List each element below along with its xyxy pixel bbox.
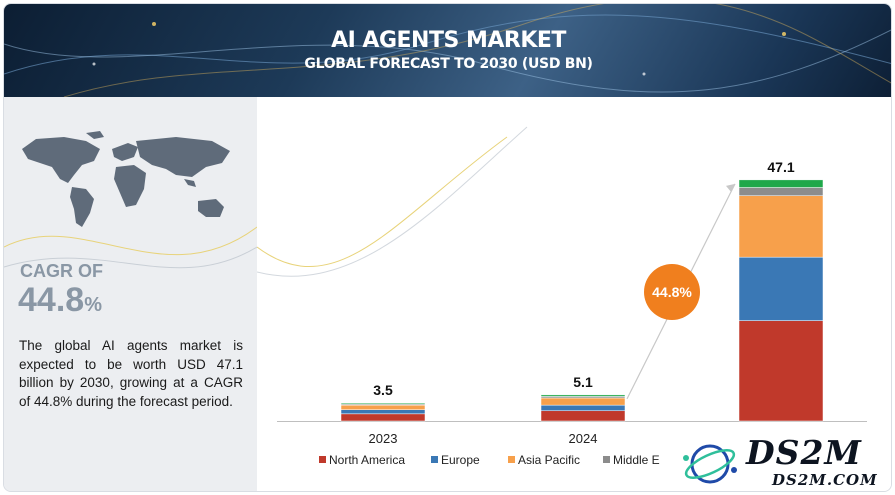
cagr-label: CAGR OF [20,261,103,281]
bar-segment-other-2024 [540,394,626,397]
summary-panel: CAGR OF 44.8% The global AI agents marke… [4,97,257,491]
infographic-frame: AI AGENTS MARKET GLOBAL FORECAST TO 2030… [3,3,892,492]
header-banner: AI AGENTS MARKET GLOBAL FORECAST TO 2030… [4,4,891,97]
legend-label: Asia Pacific [518,453,580,467]
page-subtitle: GLOBAL FORECAST TO 2030 (USD BN) [304,56,593,72]
cagr-bubble-label: 44.8% [652,284,692,300]
bar-total-label: 3.5 [373,382,393,398]
world-map-icon [22,131,230,227]
logo-url: DS2M.COM [772,471,878,489]
stacked-bar-chart: 3.5 2023 5.1 2024 47.1 44.8% North America Euro… [257,126,867,467]
bar-segment-asia-pacific-2023 [340,404,426,410]
legend-swatch [508,456,515,463]
header-decoration [4,4,891,97]
legend-swatch [319,456,326,463]
market-description: The global AI agents market is expected … [19,338,243,409]
legend-swatch [603,456,610,463]
bar-segment-north-america-forecast [738,320,824,422]
bar-segment-other-forecast [738,179,824,188]
bar-segment-north-america-2023 [340,413,426,422]
legend-swatch [431,456,438,463]
bar-segment-north-america-2024 [540,410,626,422]
bar-segment-other-2023 [340,402,426,405]
chart-panel: 3.5 2023 5.1 2024 47.1 44.8% North America Euro… [257,97,891,491]
legend-label: Middle E [613,453,660,467]
bar-segment-asia-pacific-forecast [738,195,824,258]
bar-segment-asia-pacific-2024 [540,397,626,406]
swoosh-line [257,136,508,267]
logo-text: DS2M [746,433,862,472]
bar-segment-middle-e-forecast [738,187,824,196]
cagr-bubble [644,264,700,320]
legend-label: North America [329,453,405,467]
bar-segment-europe-2023 [340,409,426,415]
cagr-value: 44.8% [18,281,102,320]
page-title: AI AGENTS MARKET [331,28,566,53]
bar-total-label: 5.1 [573,374,593,390]
legend-label: Europe [441,453,480,467]
cagr-number: 44.8 [18,281,85,319]
x-tick-label: 2024 [569,431,598,446]
x-tick-label: 2023 [369,431,398,446]
bar-total-label: 47.1 [767,159,794,175]
bar-segment-europe-2024 [540,404,626,412]
growth-arrow-head [726,183,735,192]
swoosh-line [257,126,528,277]
swoosh-lines [4,226,257,269]
logo-globe-icon [683,444,737,484]
bar-segment-europe-forecast [738,256,824,321]
cagr-unit: % [84,294,102,316]
